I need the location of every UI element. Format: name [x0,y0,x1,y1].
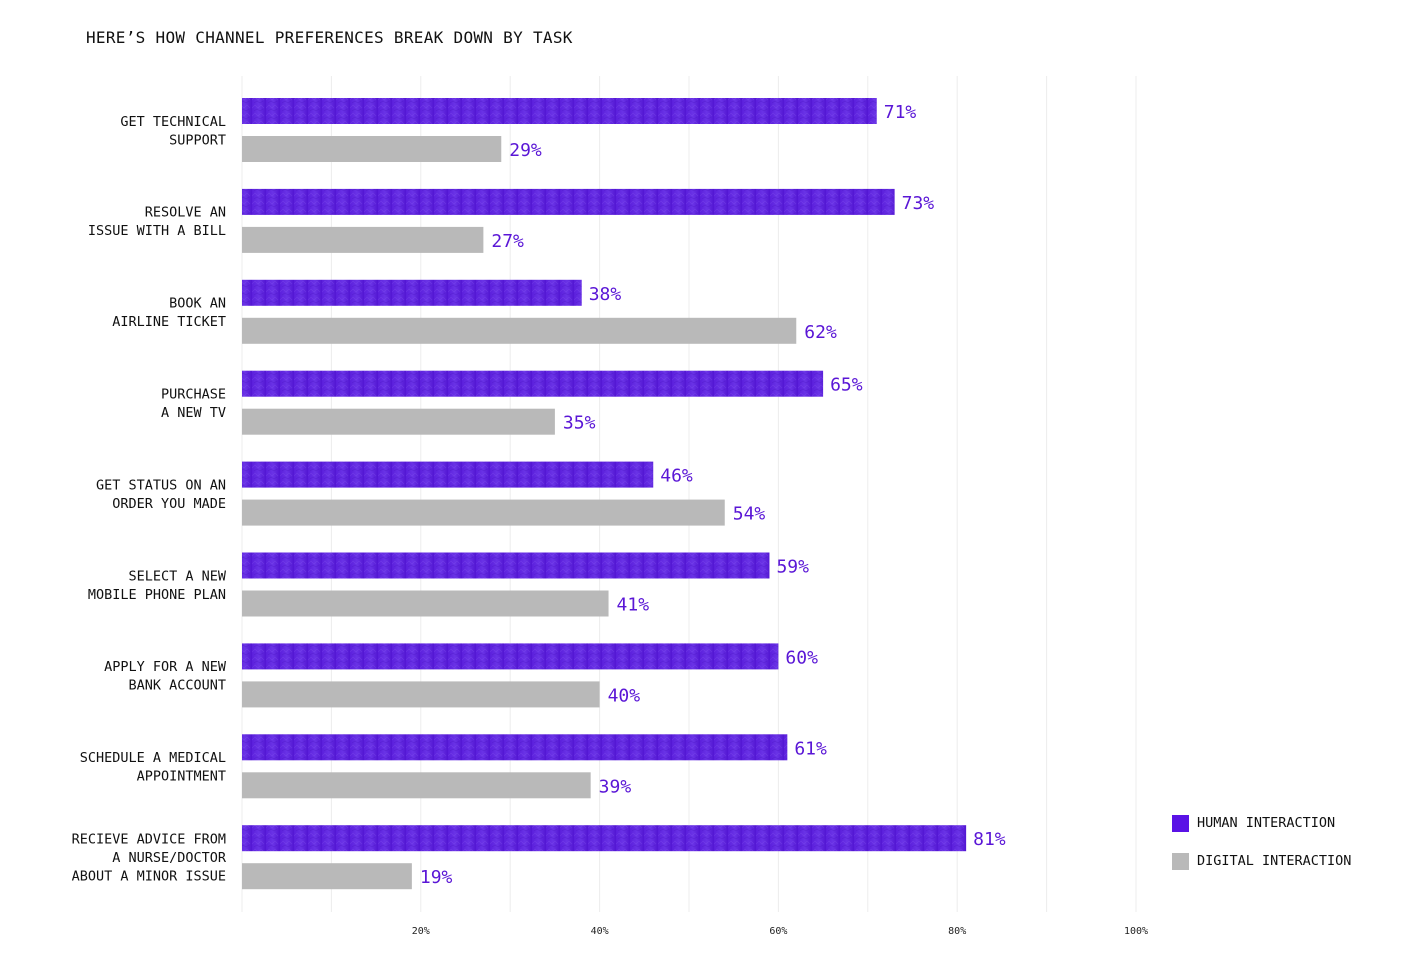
category-label-4: GET STATUS ON AN ORDER YOU MADE [96,477,226,512]
category-label-line: SCHEDULE A MEDICAL [80,750,226,766]
category-label-0: GET TECHNICAL SUPPORT [120,114,226,149]
category-label-line: AIRLINE TICKET [112,314,226,330]
category-label-2: BOOK AN AIRLINE TICKET [112,296,226,331]
value-label-digital-7: 39% [599,776,632,797]
bar-human-2 [242,279,582,306]
value-label-human-6: 60% [785,647,818,668]
bar-human-8 [242,825,967,852]
category-label-line: ABOUT A MINOR ISSUE [72,869,226,885]
category-label-line: GET STATUS ON AN [96,477,226,493]
category-label-6: APPLY FOR A NEW BANK ACCOUNT [104,659,227,694]
value-label-human-1: 73% [902,193,935,214]
category-label-line: GET TECHNICAL [120,114,226,130]
bar-human-4 [242,461,654,488]
bar-digital-1 [242,226,484,253]
bar-digital-8 [242,863,412,890]
category-label-line: BANK ACCOUNT [128,678,226,694]
bar-digital-4 [242,499,725,526]
value-label-digital-1: 27% [491,231,524,252]
legend-item-digital: DIGITAL INTERACTION [1172,852,1351,870]
x-tick-label-20: 20% [412,926,430,937]
bar-digital-2 [242,317,797,344]
bar-digital-0 [242,136,502,162]
labels: 71% 29% GET TECHNICAL SUPPORT 73% 27% RESOLVE … [72,102,1006,888]
x-tick-label-40: 40% [591,926,609,937]
category-label-line: BOOK AN [169,296,226,312]
bar-human-5 [242,552,770,579]
value-label-human-3: 65% [830,375,863,396]
category-label-line: A NEW TV [161,405,226,421]
value-label-digital-4: 54% [733,504,766,525]
category-label-line: MOBILE PHONE PLAN [88,587,226,603]
bar-digital-3 [242,408,555,435]
category-label-line: APPOINTMENT [137,769,226,785]
x-tick-label-80: 80% [948,926,966,937]
category-label-line: ISSUE WITH A BILL [88,223,226,239]
bar-human-6 [242,643,779,670]
value-label-human-0: 71% [884,102,917,123]
bar-digital-5 [242,590,609,617]
category-label-line: SELECT A NEW [128,568,226,584]
x-axis-ticks: 20% 40% 60% 80% 100% [412,926,1148,937]
category-label-1: RESOLVE AN ISSUE WITH A BILL [88,205,226,240]
legend-label-human: HUMAN INTERACTION [1197,815,1336,831]
category-label-line: A NURSE/DOCTOR [112,850,227,866]
value-label-human-4: 46% [660,466,693,487]
legend-label-digital: DIGITAL INTERACTION [1197,853,1352,869]
legend: HUMAN INTERACTION DIGITAL INTERACTION [1172,814,1351,890]
value-label-human-2: 38% [589,284,622,305]
bar-human-3 [242,370,824,397]
category-label-7: SCHEDULE A MEDICAL APPOINTMENT [80,750,226,785]
bar-human-7 [242,734,788,761]
category-label-line: APPLY FOR A NEW [104,659,227,675]
bars [242,98,967,890]
value-label-digital-2: 62% [804,322,837,343]
value-label-human-8: 81% [973,829,1006,850]
bar-human-0 [242,98,877,124]
legend-item-human: HUMAN INTERACTION [1172,814,1351,832]
x-tick-label-100: 100% [1124,926,1148,937]
bar-digital-7 [242,772,591,799]
value-label-digital-5: 41% [617,595,650,616]
category-label-8: RECIEVE ADVICE FROM A NURSE/DOCTOR ABOUT A… [72,832,227,885]
value-label-digital-6: 40% [608,685,641,706]
x-tick-label-60: 60% [769,926,787,937]
value-label-digital-0: 29% [509,140,542,161]
category-label-line: PURCHASE [161,386,226,402]
legend-swatch-human [1172,814,1189,832]
category-label-line: ORDER YOU MADE [112,496,226,512]
chart-title: HERE’S HOW CHANNEL PREFERENCES BREAK DOW… [86,28,573,47]
value-label-human-5: 59% [776,557,809,578]
category-label-5: SELECT A NEW MOBILE PHONE PLAN [88,568,227,603]
legend-swatch-digital [1172,852,1189,870]
bar-digital-6 [242,681,600,708]
category-label-line: SUPPORT [169,132,226,148]
value-label-digital-3: 35% [563,413,596,434]
bar-human-1 [242,188,895,215]
category-label-line: RECIEVE ADVICE FROM [72,832,226,848]
category-label-line: RESOLVE AN [145,205,226,221]
value-label-human-7: 61% [794,738,827,759]
value-label-digital-8: 19% [420,867,453,888]
category-label-3: PURCHASE A NEW TV [161,386,226,421]
